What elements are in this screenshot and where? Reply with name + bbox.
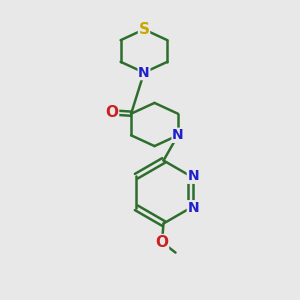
Text: N: N: [172, 128, 184, 142]
Text: N: N: [138, 66, 150, 80]
Text: N: N: [188, 169, 199, 183]
Text: N: N: [188, 201, 199, 215]
Text: S: S: [139, 22, 149, 37]
Text: O: O: [106, 105, 118, 120]
Text: O: O: [155, 235, 169, 250]
